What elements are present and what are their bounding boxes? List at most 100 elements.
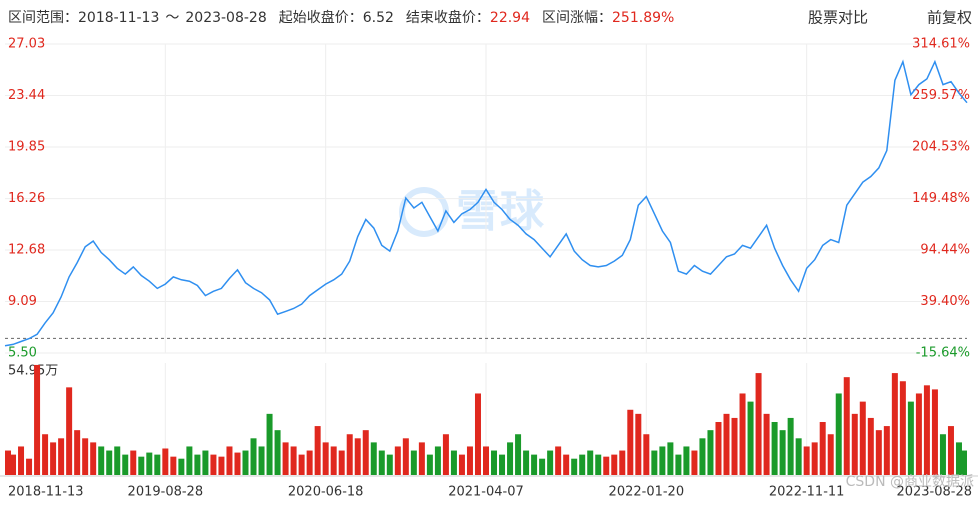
x-tick-label: 2018-11-13 bbox=[8, 485, 84, 500]
volume-bar bbox=[298, 454, 305, 475]
volume-bar bbox=[931, 389, 938, 475]
volume-bar bbox=[771, 422, 778, 475]
volume-bar bbox=[699, 438, 706, 475]
volume-bar bbox=[859, 401, 866, 475]
volume-bar bbox=[274, 430, 281, 475]
volume-bar bbox=[354, 438, 361, 475]
volume-bar bbox=[178, 458, 185, 475]
y-tick-label: 9.09 bbox=[8, 294, 37, 309]
watermark: 雪球 bbox=[456, 186, 545, 237]
volume-bar bbox=[867, 417, 874, 475]
adjust-button[interactable]: 前复权 bbox=[927, 9, 972, 27]
price-line bbox=[4, 59, 968, 347]
volume-bar bbox=[90, 442, 97, 475]
compare-button[interactable]: 股票对比 bbox=[808, 9, 868, 27]
watermark-group: 雪球 bbox=[399, 186, 545, 237]
volume-bar bbox=[675, 454, 682, 475]
volume-bar bbox=[226, 446, 233, 475]
volume-bar bbox=[899, 381, 906, 475]
volume-bar bbox=[42, 434, 49, 475]
volume-bar bbox=[458, 454, 465, 475]
volume-bar bbox=[579, 454, 586, 475]
volume-bar bbox=[955, 442, 962, 475]
change-label: 区间涨幅： bbox=[542, 10, 612, 26]
volume-bar bbox=[787, 417, 794, 475]
volume-bar bbox=[627, 409, 634, 475]
volume-bar bbox=[795, 438, 802, 475]
volume-bar bbox=[154, 454, 161, 475]
start-date: 2018-11-13 bbox=[78, 10, 159, 26]
volume-bar bbox=[691, 450, 698, 475]
volume-bar bbox=[563, 454, 570, 475]
volume-bar bbox=[755, 373, 762, 475]
volume-bar bbox=[747, 401, 754, 475]
y-tick-label: 27.03 bbox=[8, 37, 45, 52]
volume-bar bbox=[234, 452, 241, 475]
volume-bar bbox=[731, 417, 738, 475]
range-label: 区间范围： bbox=[8, 9, 78, 26]
volume-bar bbox=[210, 454, 217, 475]
volume-bar bbox=[883, 426, 890, 475]
volume-bar bbox=[827, 434, 834, 475]
volume-bar bbox=[531, 454, 538, 475]
volume-bar bbox=[819, 422, 826, 475]
volume-bar bbox=[394, 446, 401, 475]
volume-bar bbox=[611, 454, 618, 475]
volume-bar bbox=[18, 446, 25, 475]
volume-bar bbox=[961, 450, 967, 475]
volume-bar bbox=[306, 450, 313, 475]
start-close: 6.52 bbox=[363, 10, 394, 26]
volume-bar bbox=[947, 426, 954, 475]
volume-bar bbox=[138, 456, 145, 475]
volume-bar bbox=[811, 442, 818, 475]
end-close: 22.94 bbox=[490, 10, 530, 26]
volume-bar bbox=[122, 454, 129, 475]
credit: CSDN @商业数据派 bbox=[846, 474, 974, 490]
volume-bar bbox=[491, 450, 498, 475]
y2-tick-label: 39.40% bbox=[920, 294, 970, 309]
volume-bar bbox=[835, 393, 842, 475]
volume-bar bbox=[619, 450, 626, 475]
volume-bar bbox=[250, 438, 257, 475]
volume-bar bbox=[290, 446, 297, 475]
y2-tick-label: -15.64% bbox=[916, 346, 970, 361]
x-tick-label: 2019-08-28 bbox=[128, 485, 204, 500]
volume-bar bbox=[314, 426, 321, 475]
volume-bar bbox=[707, 430, 714, 475]
volume-bar bbox=[683, 446, 690, 475]
end-date: 2023-08-28 bbox=[185, 10, 266, 26]
volume-bar bbox=[410, 450, 417, 475]
volume-bar bbox=[907, 401, 914, 475]
volume-bar bbox=[651, 450, 658, 475]
volume-bar bbox=[378, 450, 385, 475]
volume-bar bbox=[66, 387, 73, 475]
volume-bar bbox=[426, 454, 433, 475]
volume-bar bbox=[418, 442, 425, 475]
volume-bar bbox=[803, 446, 810, 475]
volume-bar bbox=[34, 364, 41, 475]
volume-bar bbox=[515, 434, 522, 475]
volume-bar bbox=[130, 450, 137, 475]
volume-bar bbox=[202, 450, 209, 475]
volume-bar bbox=[194, 454, 201, 475]
volume-bar bbox=[779, 430, 786, 475]
volume-bar bbox=[338, 450, 345, 475]
volume-bar bbox=[82, 438, 89, 475]
y-tick-label: 16.26 bbox=[8, 191, 45, 206]
volume-bar bbox=[218, 456, 225, 475]
volume-bar bbox=[50, 442, 57, 475]
volume-bar bbox=[851, 413, 858, 475]
volume-bar bbox=[763, 413, 770, 475]
y-tick-label: 5.50 bbox=[8, 346, 37, 361]
volume-bar bbox=[915, 393, 922, 475]
x-tick-label: 2023-08-28 bbox=[896, 485, 972, 500]
volume-bar bbox=[266, 413, 273, 475]
volume-bar bbox=[483, 446, 489, 475]
volume-bar bbox=[74, 430, 81, 475]
volume-bar bbox=[466, 446, 473, 475]
volume-bar bbox=[146, 452, 153, 475]
volume-bar bbox=[659, 446, 666, 475]
volume-bar bbox=[10, 454, 17, 475]
volume-bar bbox=[442, 434, 449, 475]
